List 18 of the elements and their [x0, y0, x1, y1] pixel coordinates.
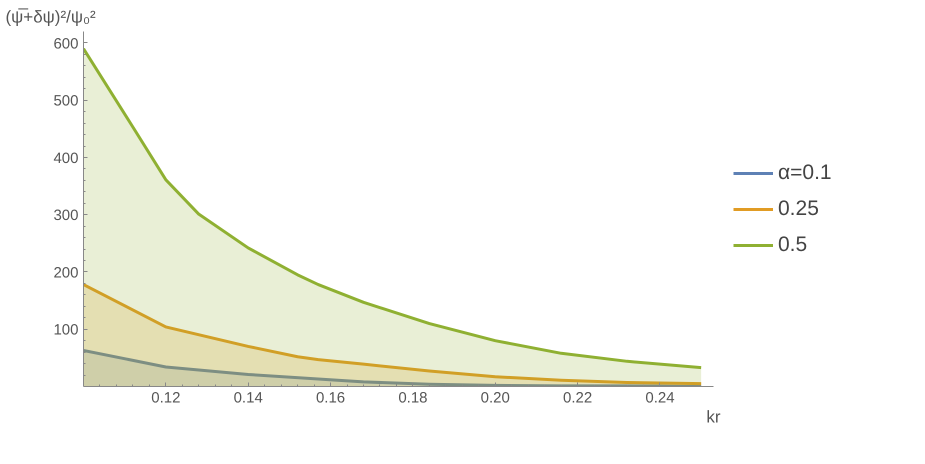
y-axis-title: (ψ̅+δψ)²/ψ₀² [6, 8, 96, 26]
x-tick-label: 0.22 [563, 390, 592, 406]
y-tick-label: 100 [53, 322, 79, 339]
legend-label: 0.5 [778, 232, 808, 256]
y-tick-label: 600 [53, 35, 79, 52]
x-tick-label: 0.16 [316, 390, 346, 406]
y-tick-label: 200 [53, 264, 79, 282]
legend-label: α=0.1 [778, 160, 832, 184]
x-tick-label: 0.24 [645, 390, 675, 406]
x-axis-title: kr [706, 408, 721, 426]
x-tick-label: 0.14 [234, 390, 263, 406]
y-tick-label: 400 [53, 150, 79, 167]
y-tick-label: 500 [53, 92, 79, 110]
x-tick-label: 0.20 [480, 390, 510, 406]
x-tick-label: 0.12 [151, 390, 180, 406]
y-tick-label: 300 [53, 207, 79, 224]
legend-label: 0.25 [778, 196, 819, 220]
x-tick-label: 0.18 [398, 390, 428, 406]
